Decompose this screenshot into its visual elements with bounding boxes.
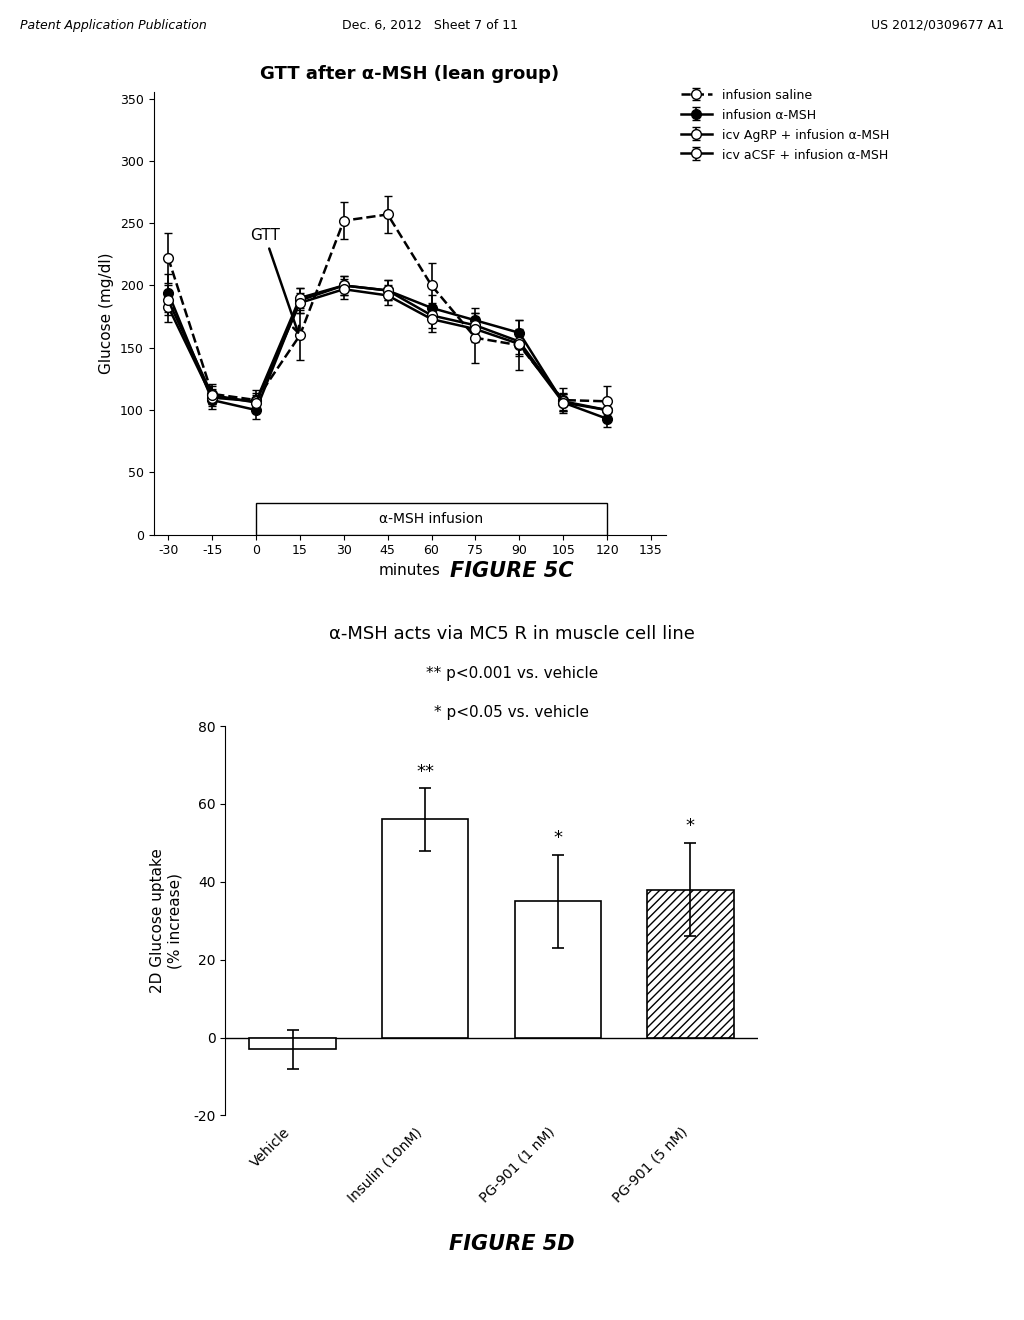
Text: Patent Application Publication: Patent Application Publication xyxy=(20,18,207,32)
Text: **: ** xyxy=(416,763,434,780)
Text: α-MSH acts via MC5 R in muscle cell line: α-MSH acts via MC5 R in muscle cell line xyxy=(329,624,695,643)
Text: * p<0.05 vs. vehicle: * p<0.05 vs. vehicle xyxy=(434,705,590,721)
Text: ** p<0.001 vs. vehicle: ** p<0.001 vs. vehicle xyxy=(426,665,598,681)
Title: GTT after α-MSH (lean group): GTT after α-MSH (lean group) xyxy=(260,65,559,83)
Bar xyxy=(256,503,607,535)
Text: *: * xyxy=(553,829,562,846)
Bar xyxy=(515,902,601,1038)
Text: *: * xyxy=(686,817,695,836)
Y-axis label: 2D Glucose uptake
(% increase): 2D Glucose uptake (% increase) xyxy=(150,849,182,993)
Bar xyxy=(647,890,733,1038)
Legend: infusion saline, infusion α-MSH, icv AgRP + infusion α-MSH, icv aCSF + infusion : infusion saline, infusion α-MSH, icv AgR… xyxy=(676,83,895,166)
X-axis label: minutes: minutes xyxy=(379,562,440,578)
Text: α-MSH infusion: α-MSH infusion xyxy=(380,512,483,527)
Text: GTT: GTT xyxy=(250,228,299,333)
Text: FIGURE 5C: FIGURE 5C xyxy=(451,561,573,581)
Y-axis label: Glucose (mg/dl): Glucose (mg/dl) xyxy=(99,252,115,375)
Bar xyxy=(250,1038,336,1049)
Text: Dec. 6, 2012   Sheet 7 of 11: Dec. 6, 2012 Sheet 7 of 11 xyxy=(342,18,518,32)
Text: US 2012/0309677 A1: US 2012/0309677 A1 xyxy=(870,18,1004,32)
Bar xyxy=(382,820,468,1038)
Text: FIGURE 5D: FIGURE 5D xyxy=(450,1234,574,1254)
